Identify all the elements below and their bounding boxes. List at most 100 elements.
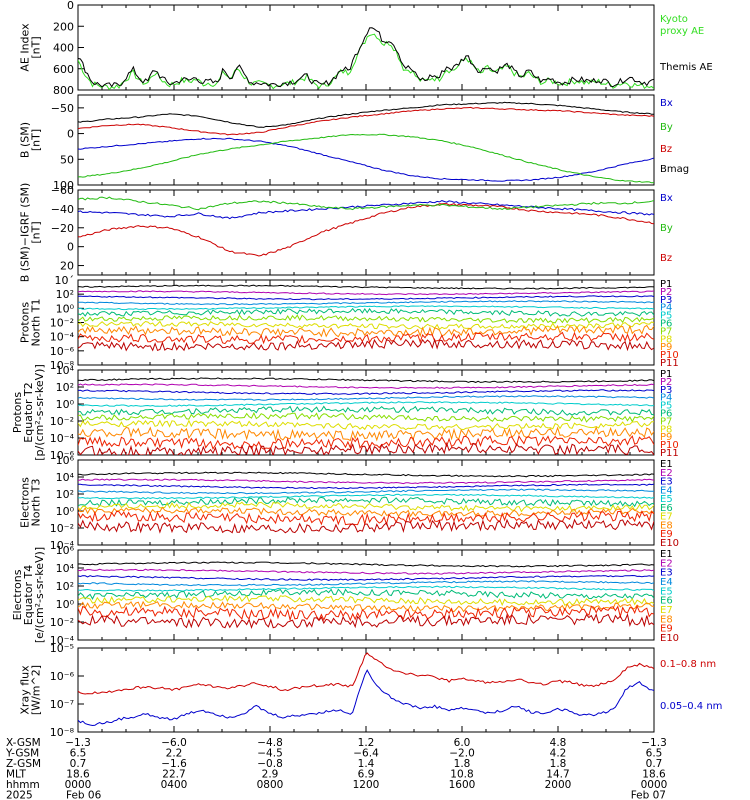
y-axis-label: Electrons xyxy=(19,477,32,528)
y-axis-label: [nT] xyxy=(30,129,43,151)
y-axis-label: Protons xyxy=(11,392,24,433)
y-axis-label: North T1 xyxy=(30,299,43,347)
series-line xyxy=(78,377,654,384)
series-line xyxy=(78,383,654,389)
legend-label: E2 xyxy=(660,558,673,569)
ephemeris-value: 0000 xyxy=(641,779,668,791)
legend-label: P3 xyxy=(660,295,672,306)
legend-label: P5 xyxy=(660,311,672,322)
series-line xyxy=(78,307,654,317)
legend-label: 0.05–0.4 nm xyxy=(660,701,722,712)
series-line xyxy=(78,33,654,90)
y-tick-label: 0 xyxy=(67,0,74,12)
ephemeris-value: 6.5 xyxy=(70,748,87,760)
ephemeris-value: −4.5 xyxy=(257,748,283,760)
legend-label: P7 xyxy=(660,416,672,427)
series-line xyxy=(78,314,654,324)
legend-label: P7 xyxy=(660,326,672,337)
ephemeris-value: 6.5 xyxy=(646,748,663,760)
y-tick-label: 20 xyxy=(60,260,74,273)
y-tick-label: −40 xyxy=(51,203,74,216)
legend-label: E6 xyxy=(660,596,673,607)
series-line xyxy=(78,395,654,401)
ephemeris-value: Feb 07 xyxy=(631,790,666,800)
y-axis-label: B (SM) xyxy=(19,122,32,158)
ephemeris-row-label: hhmm xyxy=(6,779,40,791)
ephemeris-value: 18.6 xyxy=(66,769,90,781)
y-tick-label: 10´ xyxy=(55,274,75,287)
y-axis-label: [p/(cm²-s-sr-keV)] xyxy=(33,364,46,461)
y-tick-label: 10⁰ xyxy=(56,398,75,411)
legend-label: P2 xyxy=(660,377,672,388)
y-axis-label: AE Index xyxy=(19,23,32,72)
y-tick-label: 10⁻² xyxy=(50,317,74,330)
ephemeris-value: −4.8 xyxy=(257,737,283,749)
ephemeris-value: 14.7 xyxy=(546,769,569,781)
ephemeris-value: 2.2 xyxy=(166,748,183,760)
legend-label: P4 xyxy=(660,393,672,404)
ephemeris-value: 1.8 xyxy=(550,758,567,770)
legend-label: P10 xyxy=(660,350,679,361)
panel-frame xyxy=(77,189,655,276)
legend-label: E5 xyxy=(660,586,673,597)
y-tick-label: 10⁴ xyxy=(56,364,75,377)
ephemeris-row-label: X-GSM xyxy=(6,737,41,749)
series-line xyxy=(78,434,654,450)
y-axis-label: Protons xyxy=(19,302,32,343)
ephemeris-value: 1600 xyxy=(449,779,476,791)
panel-xray: 10⁻⁵ 10⁻⁶ 10⁻⁷ 10⁻⁸ Xray flux[W/m^2] 0.1–0.8 … xyxy=(19,642,723,739)
legend-label: E9 xyxy=(660,624,673,635)
y-tick-label: 10⁻² xyxy=(50,616,74,629)
series-line xyxy=(78,405,654,416)
legend-label: E2 xyxy=(660,468,673,479)
series-line xyxy=(78,203,654,257)
legend-label: P6 xyxy=(660,409,672,420)
legend-label: Bz xyxy=(660,144,672,155)
series-line xyxy=(78,574,654,581)
ephemeris-value: 0.7 xyxy=(646,758,663,770)
legend-label: Bx xyxy=(660,98,673,109)
series-line xyxy=(78,478,654,485)
y-tick-label: 400 xyxy=(53,42,74,55)
legend-label: E5 xyxy=(660,494,673,505)
y-axis-label: Equator T4 xyxy=(22,565,35,625)
series-line xyxy=(78,196,654,211)
series-line xyxy=(78,305,654,311)
legend-label: Bx xyxy=(660,193,673,204)
legend-label: E3 xyxy=(660,568,673,579)
ephemeris-value: 0800 xyxy=(257,779,284,791)
panel-bsm: −50 0 50 100 B (SM)[nT] Bx By Bz Bmag xyxy=(19,94,689,192)
series-line xyxy=(78,483,654,490)
legend-label: P4 xyxy=(660,303,672,314)
legend-label: P6 xyxy=(660,319,672,330)
y-axis-label: [nT] xyxy=(30,221,43,243)
ephemeris-value: 4.8 xyxy=(550,737,567,749)
series-line xyxy=(78,389,654,395)
series-line xyxy=(78,27,654,88)
y-tick-label: 10⁻⁴ xyxy=(50,539,75,552)
legend-label: E10 xyxy=(660,538,679,549)
series-line xyxy=(78,284,654,290)
y-tick-label: 10⁻⁵ xyxy=(50,642,74,655)
y-tick-label: 10² xyxy=(56,488,74,501)
ephemeris-value: 1.8 xyxy=(454,758,471,770)
series-line xyxy=(78,411,654,423)
ephemeris-value: 22.7 xyxy=(162,769,185,781)
y-tick-label: 10⁶ xyxy=(56,454,75,467)
legend-label: P1 xyxy=(660,369,672,380)
y-axis-label: B (SM)−IGRF (SM) xyxy=(19,183,32,283)
y-axis-label: Electrons xyxy=(11,569,24,620)
y-tick-label: 0 xyxy=(67,241,74,254)
y-tick-label: 10⁻⁶ xyxy=(50,670,75,683)
legend-label: P10 xyxy=(660,440,679,451)
y-tick-label: −20 xyxy=(51,222,74,235)
series-line xyxy=(78,137,654,182)
legend-label: E6 xyxy=(660,503,673,514)
ephemeris-row-label: 2025 xyxy=(6,790,33,800)
series-line xyxy=(78,612,654,630)
ephemeris-value: 0400 xyxy=(161,779,188,791)
